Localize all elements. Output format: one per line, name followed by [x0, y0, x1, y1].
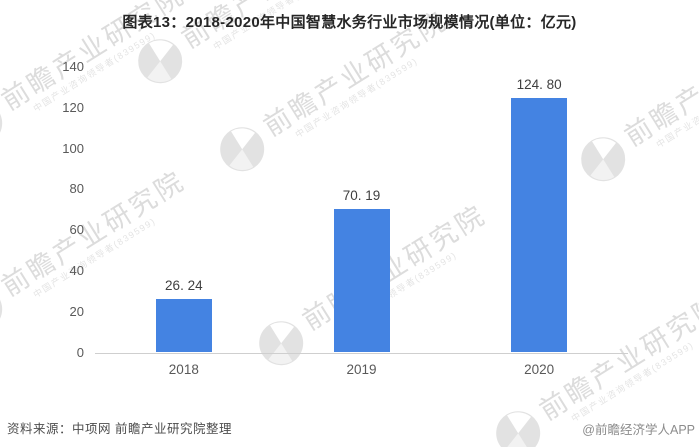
- y-axis-tick-label: 0: [76, 344, 84, 360]
- y-axis-tick-label: 140: [62, 59, 84, 74]
- x-axis-line: [95, 352, 628, 354]
- y-axis-tick-label: 100: [62, 140, 84, 156]
- y-axis-tick-label: 80: [69, 181, 84, 197]
- bar-value-label: 124. 80: [516, 76, 562, 92]
- bar-2020: [511, 97, 568, 353]
- bar-2018: [155, 298, 212, 353]
- x-axis-category-label: 2019: [346, 361, 377, 377]
- x-axis-category-label: 2018: [168, 361, 199, 377]
- chart-title: 图表13：2018-2020年中国智慧水务行业市场规模情况(单位：亿元): [122, 14, 577, 31]
- source-note: 资料来源：中项网 前瞻产业研究院整理: [7, 422, 232, 436]
- y-axis-tick-label: 40: [69, 262, 84, 278]
- x-axis-category-label: 2020: [524, 361, 555, 377]
- y-axis-tick-label: 20: [69, 303, 84, 319]
- y-axis-tick-label: 120: [62, 99, 84, 115]
- bar-value-label: 70. 19: [342, 188, 381, 204]
- bar-2019: [333, 209, 390, 353]
- y-axis-tick-label: 60: [69, 222, 84, 238]
- bar-value-label: 26. 24: [165, 277, 203, 293]
- credit-note: @前瞻经济学人APP: [582, 423, 695, 437]
